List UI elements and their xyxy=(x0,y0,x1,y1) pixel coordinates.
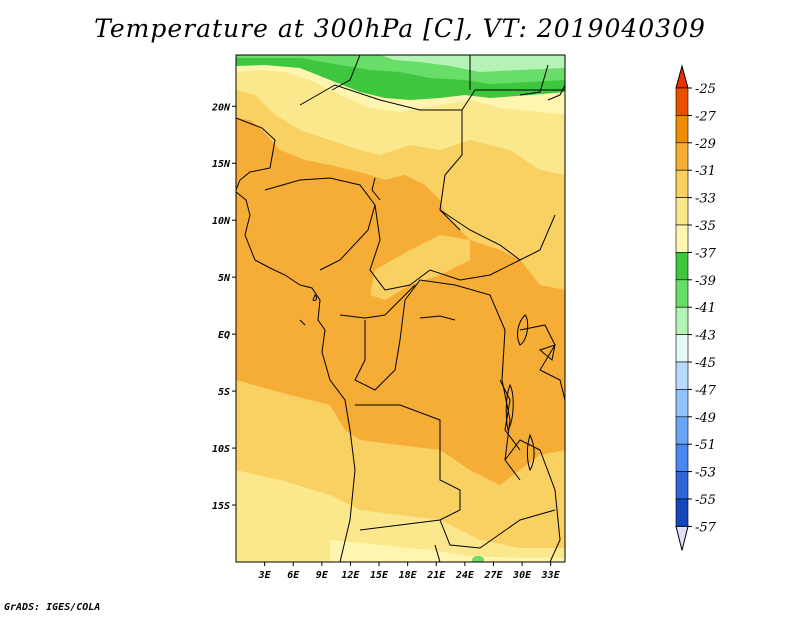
lat-tick-label: EQ xyxy=(218,330,230,341)
colorbar-label: -37 xyxy=(695,246,717,261)
colorbar-label: -51 xyxy=(695,438,716,453)
lat-tick-label: 20N xyxy=(211,102,231,113)
colorbar-label: -43 xyxy=(695,329,716,344)
colorbar-label: -39 xyxy=(695,274,716,289)
colorbar-label: -57 xyxy=(695,520,717,535)
lat-tick-label: 5N xyxy=(218,273,231,284)
lon-tick-label: 12E xyxy=(341,570,360,581)
lon-tick-label: 9E xyxy=(316,570,329,581)
lakes xyxy=(299,294,556,472)
field-band-33-south xyxy=(236,470,565,562)
colorbar-bottom-arrow xyxy=(675,525,689,551)
colorbar-label: -33 xyxy=(695,192,716,207)
lat-tick-label: 10S xyxy=(212,444,230,455)
lat-tick-label: 15S xyxy=(212,501,230,512)
colorbar-label: -27 xyxy=(695,109,717,124)
map-title: Temperature at 300hPa [C], VT: 201904030… xyxy=(94,14,706,43)
colorbar-label: -49 xyxy=(695,411,716,426)
lat-tick-label: 10N xyxy=(212,216,231,227)
latitude-axis: 20N 15N 10N 5N EQ 5S 10S 15S xyxy=(211,102,236,512)
colorbar-swatch xyxy=(675,252,689,281)
lon-tick-label: 6E xyxy=(287,570,300,581)
map-frame xyxy=(235,54,566,563)
colorbar-swatch xyxy=(675,306,689,335)
country-borders xyxy=(236,55,565,562)
lon-tick-label: 15E xyxy=(370,570,389,581)
colorbar-label: -35 xyxy=(695,219,716,234)
colorbar-label: -55 xyxy=(695,493,716,508)
colorbar-label: -53 xyxy=(695,466,716,481)
longitude-axis: 3E 6E 9E 12E 15E 18E 21E 24E 27E 30E 33E xyxy=(258,562,561,581)
colorbar-swatch xyxy=(675,471,689,500)
colorbar-swatch xyxy=(675,87,689,116)
grads-credit: GrADS: IGES/COLA xyxy=(4,602,101,613)
lat-tick-label: 5S xyxy=(218,387,230,398)
lon-tick-label: 33E xyxy=(541,570,561,581)
temperature-field xyxy=(236,55,565,562)
lat-tick-label: 15N xyxy=(212,159,231,170)
lon-tick-label: 27E xyxy=(483,570,503,581)
colorbar-swatch xyxy=(675,142,689,171)
field-band-35-south xyxy=(330,540,565,562)
colorbar-swatch xyxy=(675,334,689,363)
colorbar-label: -45 xyxy=(695,356,716,371)
colorbar-label: -25 xyxy=(695,82,716,97)
colorbar-swatch xyxy=(675,361,689,390)
colorbar-swatch xyxy=(675,416,689,445)
field-band-31-central xyxy=(370,235,470,300)
colorbar-swatch xyxy=(675,115,689,144)
lon-tick-label: 18E xyxy=(399,570,418,581)
colorbar-label: -29 xyxy=(695,137,716,152)
colorbar-swatch xyxy=(675,443,689,472)
colorbar-swatch xyxy=(675,224,689,253)
colorbar-swatch xyxy=(675,279,689,308)
colorbar-top-arrow xyxy=(675,64,689,89)
colorbar-swatch xyxy=(675,169,689,198)
colorbar-swatch xyxy=(675,197,689,226)
colorbar-label: -31 xyxy=(695,164,716,179)
colorbar-label: -47 xyxy=(695,383,717,398)
colorbar-swatch xyxy=(675,389,689,418)
colorbar-label: -41 xyxy=(695,301,716,316)
colorbar-swatch xyxy=(675,498,689,527)
colorbar: -25 -27 -29 -31 -33 -35 -37 -39 -41 -43 -45 -47 -49 -… xyxy=(675,64,717,551)
lon-tick-label: 21E xyxy=(426,570,446,581)
field-patch-south xyxy=(472,556,484,562)
lon-tick-label: 3E xyxy=(258,570,272,581)
lon-tick-label: 24E xyxy=(455,570,475,581)
lon-tick-label: 30E xyxy=(512,570,532,581)
field-band-41 xyxy=(380,55,565,72)
